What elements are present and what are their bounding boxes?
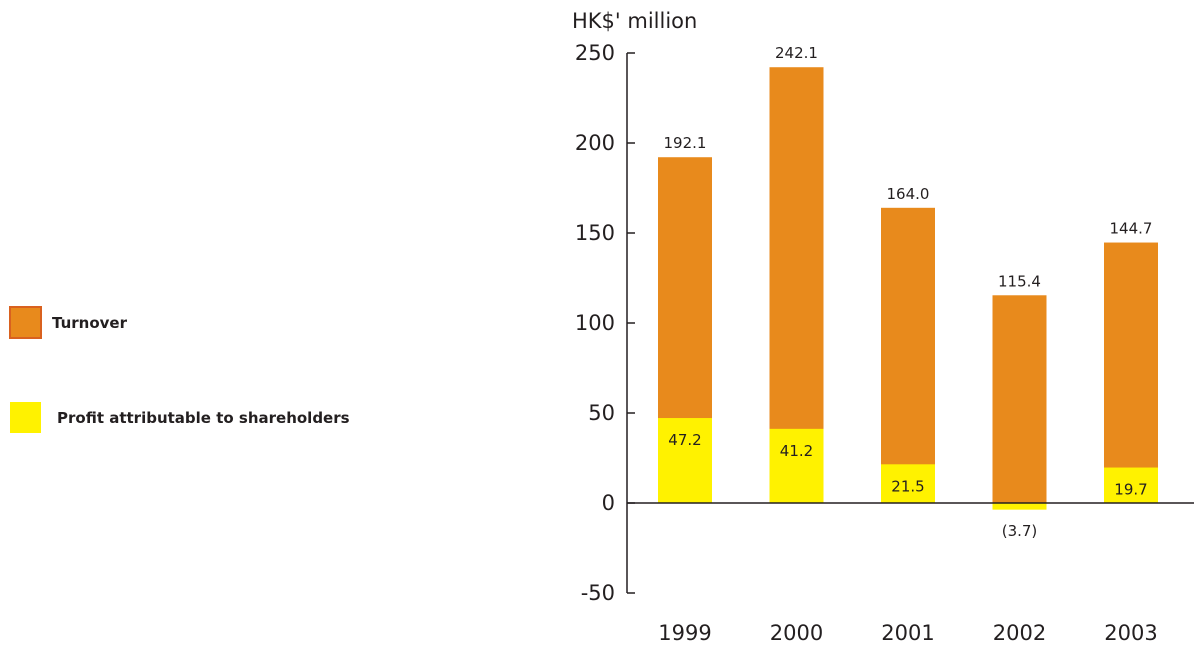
data-label-turnover: 115.4 (998, 272, 1041, 290)
x-tick-label: 2003 (1104, 621, 1157, 645)
y-tick-label: 200 (575, 131, 615, 155)
data-label-turnover: 164.0 (887, 185, 930, 203)
x-axis-ticks: 1999 2000 2001 2002 2003 (658, 621, 1157, 645)
data-label-profit: 41.2 (780, 442, 813, 460)
y-tick-label: 150 (575, 221, 615, 245)
bars (658, 67, 1158, 510)
x-tick-label: 2000 (770, 621, 823, 645)
bar-profit-1999 (658, 418, 712, 503)
y-tick-label: -50 (581, 581, 615, 605)
bar-turnover-2003 (1104, 242, 1158, 504)
y-tick-label: 250 (575, 41, 615, 65)
legend-label-turnover: Turnover (52, 314, 128, 332)
data-label-profit: 47.2 (668, 431, 701, 449)
bar-profit-2003 (1104, 467, 1158, 503)
y-axis-ticks: -50 0 50 100 150 200 250 (575, 41, 635, 605)
y-tick-label: 100 (575, 311, 615, 335)
legend-swatch-turnover (9, 306, 42, 339)
data-labels: 192.1 242.1 164.0 115.4 144.7 47.2 41.2 21.5 (3.… (664, 44, 1153, 540)
data-label-profit: (3.7) (1002, 522, 1038, 540)
bar-profit-2001 (881, 464, 935, 503)
y-tick-label: 50 (588, 401, 615, 425)
x-tick-label: 1999 (658, 621, 711, 645)
data-label-profit: 19.7 (1114, 481, 1147, 499)
bar-turnover-2001 (881, 207, 935, 504)
legend-swatch-profit (10, 402, 41, 433)
data-label-turnover: 144.7 (1110, 220, 1153, 238)
y-axis-unit-label: HK$' million (572, 9, 697, 33)
x-tick-label: 2002 (993, 621, 1046, 645)
x-tick-label: 2001 (881, 621, 934, 645)
bar-turnover-2002 (992, 295, 1047, 503)
legend: Turnover Profit attributable to sharehol… (9, 306, 350, 433)
bar-profit-2002 (992, 503, 1047, 510)
data-label-turnover: 192.1 (664, 134, 707, 152)
y-tick-label: 0 (602, 491, 615, 515)
data-label-profit: 21.5 (891, 477, 924, 495)
data-label-turnover: 242.1 (775, 44, 818, 62)
bar-profit-2000 (769, 428, 824, 503)
legend-label-profit: Profit attributable to shareholders (57, 409, 350, 427)
